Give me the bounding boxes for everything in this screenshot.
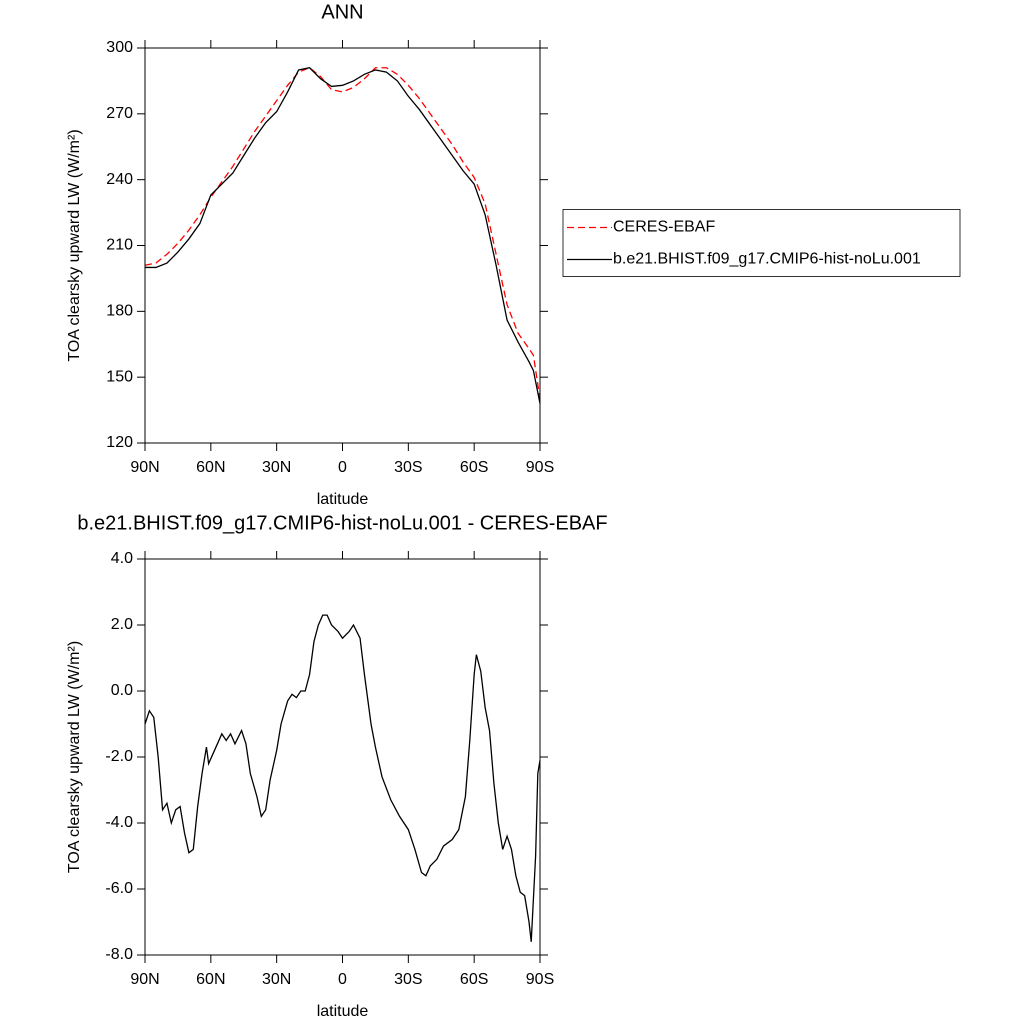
line	[145, 67, 541, 404]
y-tick-label: -8.0	[105, 946, 133, 963]
y-tick-label: 210	[106, 237, 133, 254]
x-tick-label: 30S	[394, 971, 422, 988]
y-tick-label: -6.0	[105, 880, 133, 897]
x-tick-label: 30N	[262, 971, 291, 988]
y-tick-label: 270	[106, 105, 133, 122]
x-axis-label: latitude	[317, 1003, 369, 1020]
x-tick-label: 30S	[394, 459, 422, 476]
y-tick-label: 120	[106, 434, 133, 451]
chart-title: ANN	[321, 1, 363, 23]
legend-box	[562, 209, 961, 277]
y-tick-label: 2.0	[111, 616, 133, 633]
x-tick-label: 90N	[130, 459, 159, 476]
chart-title: b.e21.BHIST.f09_g17.CMIP6-hist-noLu.001 …	[77, 512, 607, 534]
y-tick-label: 240	[106, 171, 133, 188]
y-tick-label: 150	[106, 368, 133, 385]
y-tick-label: 180	[106, 303, 133, 320]
line	[144, 67, 541, 400]
x-tick-label: 90S	[526, 971, 554, 988]
y-tick-label: -4.0	[105, 814, 133, 831]
x-tick-label: 0	[338, 971, 347, 988]
x-tick-label: 30N	[262, 459, 291, 476]
y-tick-label: 0.0	[111, 682, 133, 699]
x-tick-label: 60S	[460, 459, 488, 476]
y-axis-label: TOA clearsky upward LW (W/m²)	[66, 641, 83, 873]
x-tick-label: 0	[338, 459, 347, 476]
x-axis-label: latitude	[317, 491, 369, 508]
plot-frame	[144, 47, 541, 444]
legend-label: b.e21.BHIST.f09_g17.CMIP6-hist-noLu.001	[613, 251, 921, 268]
legend-label: CERES-EBAF	[613, 219, 715, 236]
x-tick-label: 90N	[130, 971, 159, 988]
y-tick-label: 300	[106, 39, 133, 56]
x-tick-label: 60S	[460, 971, 488, 988]
x-tick-label: 60N	[196, 459, 225, 476]
plot-frame	[144, 558, 541, 956]
x-tick-label: 90S	[526, 459, 554, 476]
x-tick-label: 60N	[196, 971, 225, 988]
y-axis-label: TOA clearsky upward LW (W/m²)	[66, 129, 83, 361]
y-tick-label: 4.0	[111, 550, 133, 567]
y-tick-label: -2.0	[105, 748, 133, 765]
line	[144, 614, 541, 942]
